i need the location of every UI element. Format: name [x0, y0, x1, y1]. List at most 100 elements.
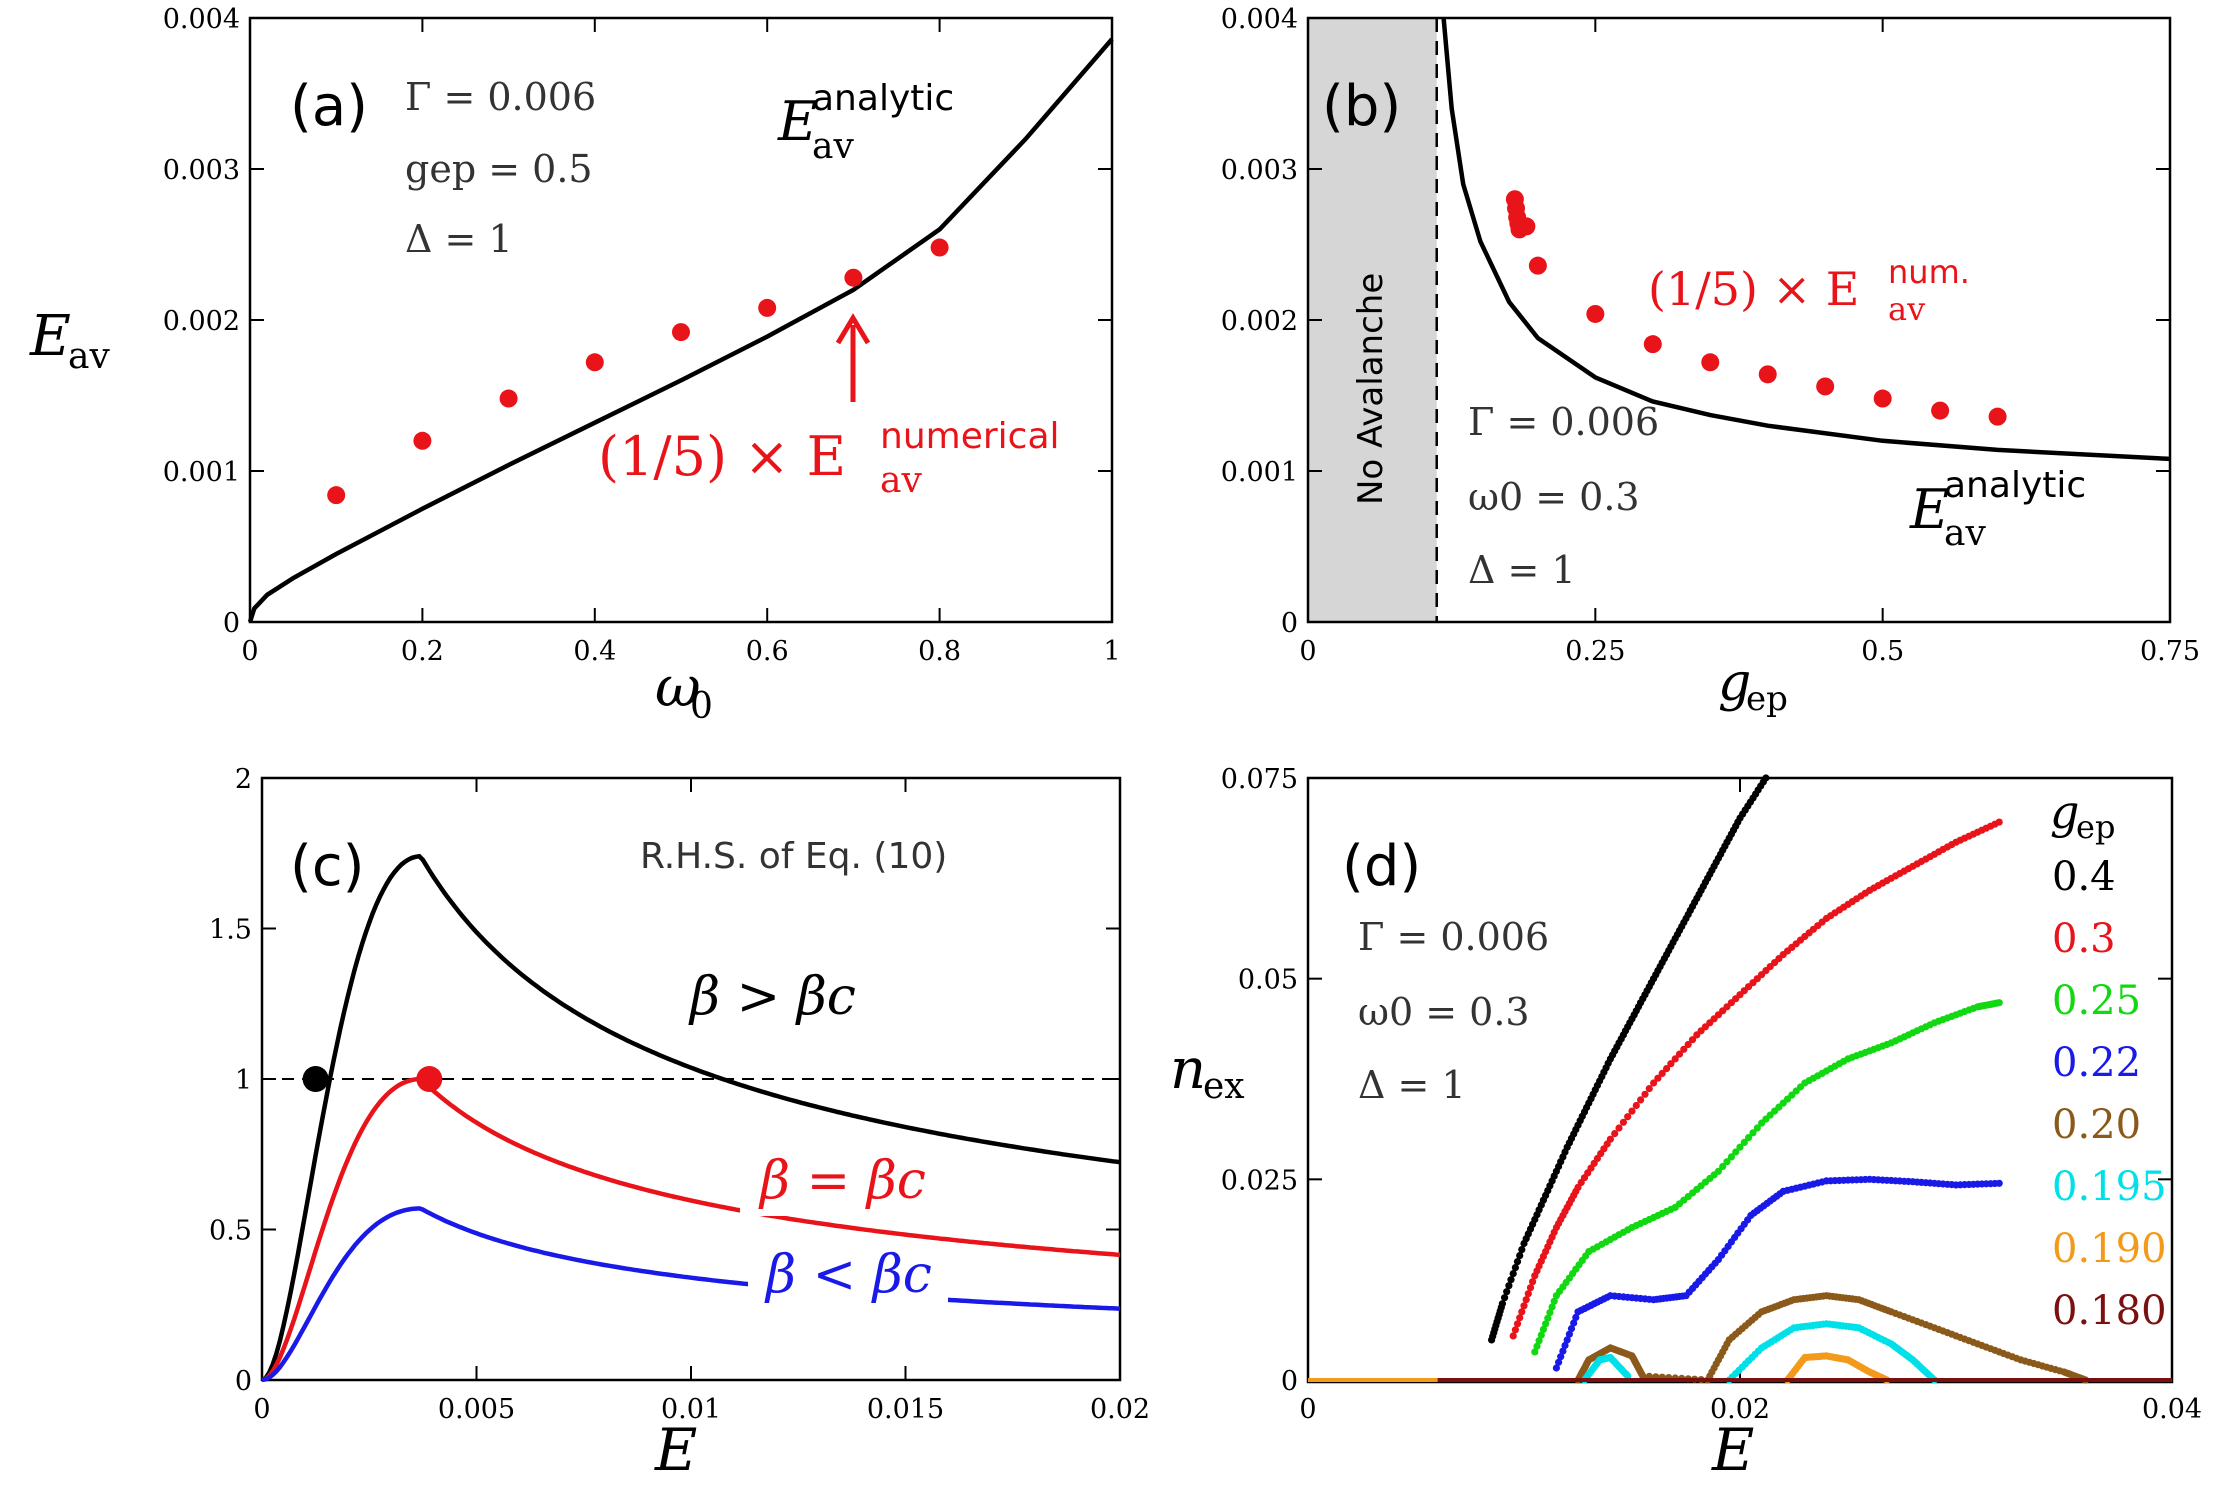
panel-c-curve-beta-less [261, 1206, 1121, 1383]
panel-d-data-point [1637, 1096, 1645, 1104]
panel-d-data-point [1498, 1300, 1506, 1308]
panel-d-data-point [1526, 1284, 1535, 1292]
panel-d-data-point [1671, 1055, 1679, 1063]
panel-a-param-gamma: Γ = 0.006 [405, 75, 596, 119]
panel-d-data-point [1663, 1065, 1671, 1073]
panel-d-data-point [1680, 1045, 1688, 1053]
panel-d-data-point [1522, 1296, 1530, 1304]
panel-a-numerical-label-base: (1/5) × E [598, 425, 846, 488]
panel-b-ytick-label: 0.002 [1221, 306, 1298, 337]
panel-d-data-point [1539, 1325, 1547, 1333]
panel-a-analytic-label: E av analytic [777, 78, 954, 167]
panel-d-legend-item: 0.20 [2052, 1102, 2141, 1148]
panel-b-ytick-label: 0 [1281, 608, 1298, 639]
panel-d-data-point [1529, 1278, 1537, 1286]
panel-d-data-point [1542, 1320, 1550, 1328]
panel-d-xtick-label: 0.04 [2142, 1394, 2202, 1425]
panel-d-data-point [1714, 1167, 1722, 1175]
panel-d-data-point [1619, 1118, 1627, 1126]
panel-d-series-0.4 [1488, 774, 1770, 1344]
panel-d-ytick-label: 0.075 [1221, 764, 1298, 795]
panel-d-legend: g ep 0.4 0.3 0.25 0.22 0.20 0.195 0.190 0.180 [2050, 785, 2167, 1334]
svg-text:g: g [1718, 653, 1751, 713]
panel-d-data-point [1511, 1326, 1519, 1334]
panel-b-data-point [1528, 256, 1547, 275]
panel-d-data-point [1550, 1297, 1558, 1305]
panel-c-ytick-label: 1 [235, 1065, 252, 1096]
panel-c-xtick-label: 0.02 [1090, 1394, 1150, 1425]
panel-a-ytick-label: 0 [223, 608, 240, 639]
panel-b-data-point [1931, 401, 1950, 420]
panel-a-numerical-label-sup: numerical [880, 416, 1060, 457]
panel-d-legend-item: 0.3 [2052, 916, 2116, 962]
panel-b-analytic-label-base: E [1909, 478, 1949, 541]
panel-d-data-point [1615, 1124, 1623, 1132]
panel-d-ytick-label: 0.05 [1238, 965, 1298, 996]
panel-d-data-point [1509, 1332, 1517, 1340]
panel-d-data-point [1675, 1050, 1684, 1058]
panel-d-data-point [1546, 1309, 1554, 1317]
panel-d-ytick-label: 0.025 [1221, 1165, 1298, 1196]
panel-a-ylabel: E av [29, 304, 110, 377]
panel-d-param-gamma: Γ = 0.006 [1358, 915, 1549, 959]
panel-b-analytic-line [1441, 17, 2171, 462]
panel-a-data-point [499, 389, 518, 408]
panel-d-data-point [1650, 1079, 1658, 1087]
panel-d-legend-item: 0.195 [2052, 1164, 2167, 1210]
panel-a-xtick-label: 0.4 [573, 636, 616, 667]
panel-b-ytick-label: 0.003 [1221, 155, 1298, 186]
panel-b-param-gamma: Γ = 0.006 [1468, 400, 1659, 444]
panel-d-data-point [1513, 1258, 1522, 1266]
panel-d-data-point [1557, 1353, 1565, 1361]
panel-d-data-point [1505, 1282, 1513, 1290]
panel-a-ytick-label: 0.002 [163, 306, 240, 337]
panel-b-xtick-label: 0.75 [2140, 636, 2200, 667]
panel-b-analytic-label: E av analytic [1909, 465, 2086, 554]
panel-b-ytick-label: 0.004 [1221, 4, 1298, 35]
panel-d-data-point [1753, 1124, 1761, 1132]
panel-c-label-beta-equal: β = βc [758, 1151, 926, 1211]
panel-c-xtick-label: 0 [253, 1394, 270, 1425]
panel-a-analytic-label-base: E [777, 90, 817, 153]
panel-a-param-gep: gep = 0.5 [405, 147, 593, 191]
panel-d-data-point [1518, 1308, 1526, 1316]
panel-d-data-point [1516, 1314, 1524, 1322]
panel-d-data-point [1727, 1153, 1735, 1161]
panel-d-data-point [1762, 774, 1770, 782]
panel-d-xtick-label: 0 [1299, 1394, 1316, 1425]
panel-d-data-point [1995, 999, 2003, 1007]
panel-d-series-0.20 [1574, 1292, 2090, 1384]
panel-d-ticks: 0 0.02 0.04 0 0.025 0.05 0.075 [1221, 764, 2202, 1425]
panel-d-data-point [1654, 1074, 1662, 1082]
panel-b-data-point [1586, 304, 1605, 323]
panel-d-series-0.195 [1580, 1320, 1938, 1384]
panel-b-no-avalanche-region [1308, 18, 1437, 622]
panel-b-numerical-label-base: (1/5) × E [1648, 262, 1859, 316]
panel-a-data-point [758, 298, 777, 317]
panel-d-data-point [1723, 1158, 1731, 1166]
panel-d-data-point [1509, 1270, 1517, 1278]
panel-d-data-point [1740, 1138, 1748, 1146]
panel-d-data-point [1516, 1252, 1524, 1260]
svg-text:0: 0 [690, 686, 713, 727]
panel-b-data-point [1816, 377, 1835, 396]
panel-b-data-point [1758, 365, 1777, 384]
panel-a-xtick-label: 0.6 [746, 636, 789, 667]
panel-d-data-point [1732, 1148, 1740, 1156]
svg-text:g: g [2050, 785, 2079, 839]
panel-d-data-point [1667, 1060, 1675, 1068]
panel-c-xtick-label: 0.015 [867, 1394, 944, 1425]
panel-b-analytic-label-sub: av [1944, 513, 1986, 554]
panel-b-numerical-label: (1/5) × E av num. [1648, 253, 1970, 328]
panel-b-numerical-label-sub: av [1888, 290, 1925, 328]
panel-d-data-point [1561, 1341, 1569, 1350]
panel-d-data-point [1745, 1134, 1753, 1142]
panel-c-label-beta-less: β < βc [764, 1245, 932, 1305]
svg-text:n: n [1170, 1037, 1206, 1102]
panel-d-data-point [1641, 1090, 1649, 1098]
panel-d-data-point [1518, 1246, 1526, 1254]
panel-a-xtick-label: 0.2 [401, 636, 444, 667]
panel-d-data-point [1535, 1337, 1543, 1345]
panel-a-numerical-label-sub: av [880, 460, 922, 501]
panel-b-data-point [1517, 217, 1536, 236]
